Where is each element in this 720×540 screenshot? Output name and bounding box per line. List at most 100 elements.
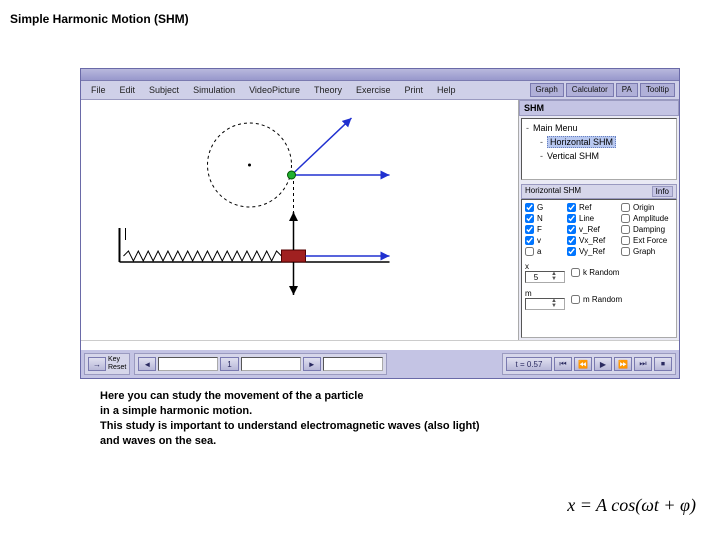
check-amplitude[interactable]: Amplitude	[621, 214, 679, 223]
tool-tooltip[interactable]: Tooltip	[640, 83, 675, 97]
spinner-x[interactable]: x5▲▼	[525, 262, 565, 283]
arrow-icon[interactable]: →	[88, 357, 106, 371]
check-vyref[interactable]: Vy_Ref	[567, 247, 619, 256]
subpanel-title: Horizontal SHM	[525, 186, 581, 197]
check-v[interactable]: v	[525, 236, 565, 245]
tree-view[interactable]: -Main Menu -Horizontal SHM -Vertical SHM	[521, 118, 677, 180]
tool-pa[interactable]: PA	[616, 83, 638, 97]
check-line[interactable]: Line	[567, 214, 619, 223]
check-label: Damping	[633, 225, 665, 234]
caption-l3: This study is important to understand el…	[100, 419, 520, 434]
checkbox[interactable]	[621, 225, 630, 234]
caption-l2: in a simple harmonic motion.	[100, 404, 520, 419]
side-panel: SHM -Main Menu -Horizontal SHM -Vertical…	[519, 100, 679, 340]
checkbox[interactable]	[621, 214, 630, 223]
side-header: SHM	[519, 100, 679, 116]
checkbox[interactable]	[525, 214, 534, 223]
check-vxref[interactable]: Vx_Ref	[567, 236, 619, 245]
checkbox[interactable]	[567, 203, 576, 212]
check-vref[interactable]: v_Ref	[567, 225, 619, 234]
checkbox[interactable]	[525, 247, 534, 256]
checkbox[interactable]	[525, 236, 534, 245]
caption-l1: Here you can study the movement of the a…	[100, 389, 520, 404]
main-area: SHM -Main Menu -Horizontal SHM -Vertical…	[81, 100, 679, 340]
menu-videopicture[interactable]: VideoPicture	[243, 83, 306, 97]
spinner-row-2: m▲▼ m Random	[525, 289, 679, 310]
spacer-bar	[81, 340, 679, 350]
titlebar[interactable]	[81, 69, 679, 81]
checkbox[interactable]	[621, 203, 630, 212]
check-a[interactable]: a	[525, 247, 565, 256]
check-origin[interactable]: Origin	[621, 203, 679, 212]
checkbox[interactable]	[567, 214, 576, 223]
prev-button[interactable]: ◄	[138, 357, 156, 371]
tree-item-vertical-label: Vertical SHM	[547, 151, 599, 161]
simulation-canvas[interactable]	[81, 100, 519, 340]
time-display: t = 0.57	[506, 357, 552, 371]
first-button[interactable]: ⏮	[554, 357, 572, 371]
checkbox[interactable]	[567, 247, 576, 256]
check-label: G	[537, 203, 543, 212]
next-button[interactable]: ►	[303, 357, 321, 371]
tb-seg-reset: → Key Reset	[84, 353, 130, 375]
key-label[interactable]: Key	[108, 356, 126, 364]
tree-item-horizontal[interactable]: -Horizontal SHM	[540, 135, 672, 149]
slot-2[interactable]	[241, 357, 301, 371]
menu-simulation[interactable]: Simulation	[187, 83, 241, 97]
subpanel-header: Horizontal SHM Info	[521, 184, 677, 199]
slot-1[interactable]	[158, 357, 218, 371]
check-f[interactable]: F	[525, 225, 565, 234]
menu-file[interactable]: File	[85, 83, 112, 97]
spinner-m[interactable]: m▲▼	[525, 289, 565, 310]
tb-seg-play: t = 0.57 ⏮ ⏪ ▶ ⏩ ⏭ ⏹	[502, 353, 676, 375]
checkbox[interactable]	[621, 247, 630, 256]
menu-print[interactable]: Print	[399, 83, 430, 97]
rewind-button[interactable]: ⏪	[574, 357, 592, 371]
menu-subject[interactable]: Subject	[143, 83, 185, 97]
checkbox[interactable]	[571, 268, 580, 277]
check-label: Vy_Ref	[579, 247, 605, 256]
check-ref[interactable]: Ref	[567, 203, 619, 212]
stop-button[interactable]: ⏹	[654, 357, 672, 371]
check-mrandom[interactable]: m Random	[571, 295, 622, 304]
check-damping[interactable]: Damping	[621, 225, 679, 234]
check-label: N	[537, 214, 543, 223]
checkbox[interactable]	[525, 203, 534, 212]
slot-3[interactable]	[323, 357, 383, 371]
caption-l4: and waves on the sea.	[100, 434, 520, 449]
forward-button[interactable]: ⏩	[614, 357, 632, 371]
formula: x = A cos(ωt + φ)	[567, 495, 696, 516]
checkbox[interactable]	[571, 295, 580, 304]
tree-root-label: Main Menu	[533, 123, 578, 133]
check-label: k Random	[583, 268, 619, 277]
check-label: Graph	[633, 247, 655, 256]
tool-calculator[interactable]: Calculator	[566, 83, 614, 97]
tool-graph[interactable]: Graph	[530, 83, 564, 97]
check-label: Vx_Ref	[579, 236, 605, 245]
menu-edit[interactable]: Edit	[114, 83, 142, 97]
check-graph[interactable]: Graph	[621, 247, 679, 256]
menu-exercise[interactable]: Exercise	[350, 83, 397, 97]
menu-help[interactable]: Help	[431, 83, 462, 97]
check-label: v_Ref	[579, 225, 600, 234]
check-krandom[interactable]: k Random	[571, 268, 619, 277]
page-title: Simple Harmonic Motion (SHM)	[0, 0, 720, 38]
tree-item-vertical[interactable]: -Vertical SHM	[540, 149, 672, 163]
menu-theory[interactable]: Theory	[308, 83, 348, 97]
toolbar-right: Graph Calculator PA Tooltip	[528, 83, 675, 97]
checkbox[interactable]	[621, 236, 630, 245]
checkbox[interactable]	[567, 225, 576, 234]
caption-text: Here you can study the movement of the a…	[100, 389, 520, 449]
checks-panel: G RefOrigin N LineAmplitude Fv_Ref Damping v Vx…	[521, 199, 677, 338]
last-button[interactable]: ⏭	[634, 357, 652, 371]
check-g[interactable]: G	[525, 203, 565, 212]
play-button[interactable]: ▶	[594, 357, 612, 371]
sim-svg	[81, 100, 518, 340]
check-extforce[interactable]: Ext Force	[621, 236, 679, 245]
reset-button[interactable]: Reset	[108, 364, 126, 372]
info-button[interactable]: Info	[652, 186, 673, 197]
checkbox[interactable]	[525, 225, 534, 234]
check-n[interactable]: N	[525, 214, 565, 223]
checkbox[interactable]	[567, 236, 576, 245]
tree-root[interactable]: -Main Menu	[526, 121, 672, 135]
